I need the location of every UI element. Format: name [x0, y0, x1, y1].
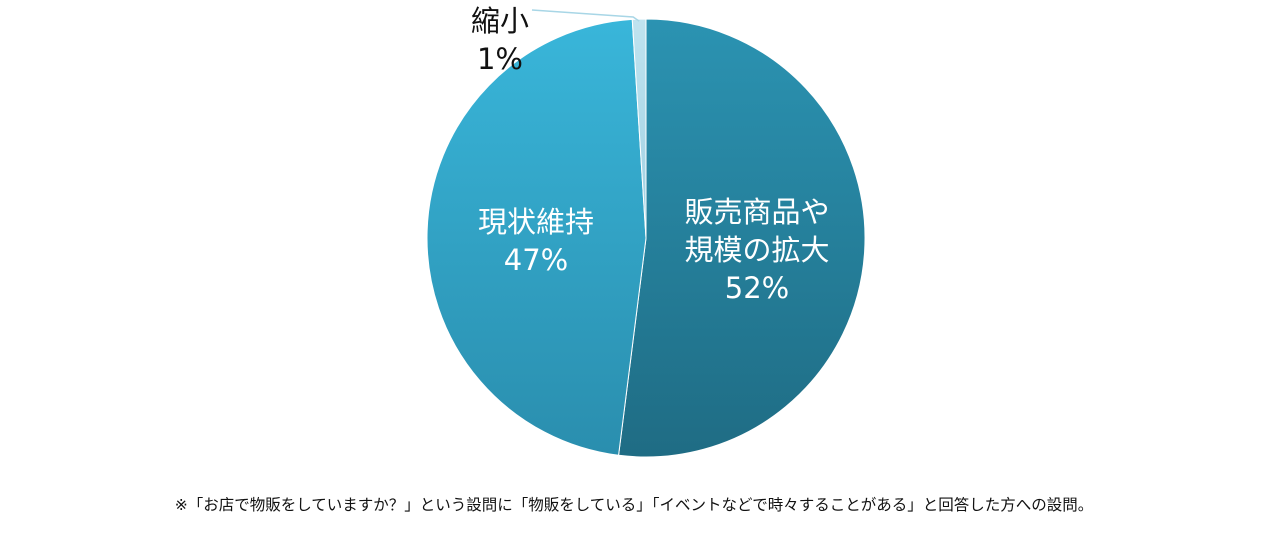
slice-value-0: 52%	[725, 271, 789, 305]
pie-slice-1	[426, 18, 647, 456]
pie-chart: 販売商品や規模の拡大 52% 現状維持 47% 縮小 1%	[426, 4, 866, 458]
slice-name-2: 縮小	[471, 4, 529, 38]
pie-slice-0	[617, 18, 866, 458]
slice-label-2: 縮小 1%	[471, 4, 529, 76]
slice-name-1: 現状維持	[478, 205, 594, 239]
slice-label-1: 現状維持 47%	[478, 205, 594, 277]
slice-label-0: 販売商品や規模の拡大 52%	[684, 195, 829, 305]
pie-slice-2	[631, 18, 647, 239]
slice-value-1: 47%	[504, 243, 568, 277]
slice-value-2: 1%	[477, 42, 523, 76]
leader-line	[531, 9, 640, 22]
slice-name-0: 販売商品や	[684, 195, 829, 229]
slice-name-0: 規模の拡大	[684, 233, 829, 267]
footnote: ※「お店で物販をしていますか？」という設問に「物販をしている」「イベントなどで時…	[174, 496, 1094, 514]
